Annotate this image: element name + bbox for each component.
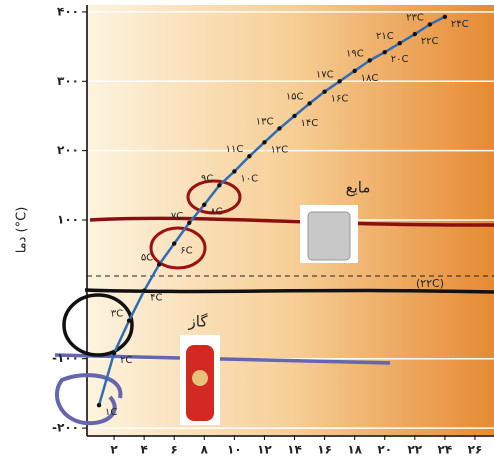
x-tick-label: ۱۶	[317, 443, 332, 457]
x-tick-label: ۱۸	[347, 443, 362, 457]
point-label: ۹C	[201, 173, 213, 184]
point-label: ۲۱C	[376, 31, 394, 42]
data-point	[442, 14, 448, 19]
data-point	[126, 318, 132, 323]
circle	[55, 373, 123, 426]
data-point	[232, 169, 237, 174]
liquid-line	[89, 216, 494, 227]
point-label: ۱۴C	[301, 118, 319, 129]
y-tick-label: ۱۰۰	[57, 213, 79, 227]
point-label: ۱۰C	[240, 173, 258, 184]
y-tick-label: -۱۰۰	[52, 351, 79, 365]
data-point	[397, 40, 402, 46]
x-tick-label: ۲۶	[468, 443, 483, 457]
x-tick-label: ۲	[110, 443, 118, 457]
data-point	[187, 220, 192, 225]
y-tick-label: ۲۰۰	[57, 143, 79, 157]
y-tick-label: -۲۰۰	[52, 421, 79, 435]
data-point	[202, 202, 207, 207]
data-point	[172, 241, 177, 246]
y-tick-label: ۳۰۰	[57, 74, 79, 88]
data-point	[307, 101, 312, 106]
room-line	[84, 288, 494, 294]
data-point	[262, 140, 267, 145]
y-axis-label: دما (°C)	[15, 207, 30, 254]
point-label: ۳C	[111, 309, 123, 320]
point-label: ۶C	[180, 246, 192, 257]
jerrycan	[307, 211, 351, 261]
gas-label: گاز	[188, 313, 209, 331]
data-point	[427, 22, 433, 27]
point-label: ۲C	[120, 355, 132, 366]
point-label: ۱۲C	[270, 144, 288, 155]
data-point	[247, 153, 252, 159]
point-label: ۱۸C	[361, 73, 379, 84]
data-point	[412, 31, 418, 37]
x-tick-label: ۲۴	[438, 443, 453, 457]
point-label: ۱C	[105, 407, 117, 418]
x-tick-label: ۶	[171, 443, 178, 457]
data-point	[367, 58, 372, 63]
point-label: ۲۳C	[406, 12, 424, 23]
point-label: ۵C	[141, 252, 153, 263]
point-label: ۲۰C	[391, 54, 409, 65]
data-point	[217, 183, 222, 188]
liquid-label: مایع	[346, 179, 371, 197]
point-label: ۱۱C	[226, 144, 244, 155]
data-point	[322, 89, 327, 94]
point-label: ۱۹C	[346, 48, 364, 59]
x-tick-label: ۲۲	[407, 443, 422, 457]
data-point	[277, 126, 282, 131]
data-point	[111, 350, 117, 356]
point-label: ۱۷C	[316, 69, 334, 80]
x-tick-label: ۱۲	[257, 443, 272, 457]
data-point	[96, 402, 102, 408]
y-tick-label: ۴۰۰	[57, 4, 79, 18]
data-point	[156, 262, 162, 267]
x-tick-label: ۲۰	[377, 443, 392, 457]
circle	[62, 293, 134, 357]
point-label: ۲۴C	[451, 19, 469, 30]
point-label: ۱۳C	[256, 116, 274, 127]
point-label: ۴C	[150, 293, 162, 304]
point-label: ۱۶C	[331, 94, 349, 105]
x-tick-label: ۱۰	[227, 443, 242, 457]
circle	[149, 226, 207, 270]
data-point	[337, 79, 342, 84]
data-point	[352, 68, 357, 74]
point-label: ۱۵C	[286, 91, 304, 102]
data-line	[97, 15, 446, 406]
x-tick-label: ۴	[140, 443, 147, 457]
cylinder-logo	[192, 370, 208, 386]
data-point	[141, 288, 147, 293]
annotations: مایع گاز (۲۲C)	[54, 179, 494, 426]
room-label: (۲۲C)	[416, 277, 444, 290]
x-tick-label: ۱۴	[287, 443, 302, 457]
data-point	[382, 49, 387, 55]
data-point	[292, 113, 297, 119]
circle	[186, 179, 242, 215]
x-tick-label: ۸	[201, 443, 209, 457]
point-label: ۲۲C	[421, 36, 439, 47]
point-label: ۷C	[171, 211, 183, 222]
point-label: ۸C	[210, 207, 222, 218]
